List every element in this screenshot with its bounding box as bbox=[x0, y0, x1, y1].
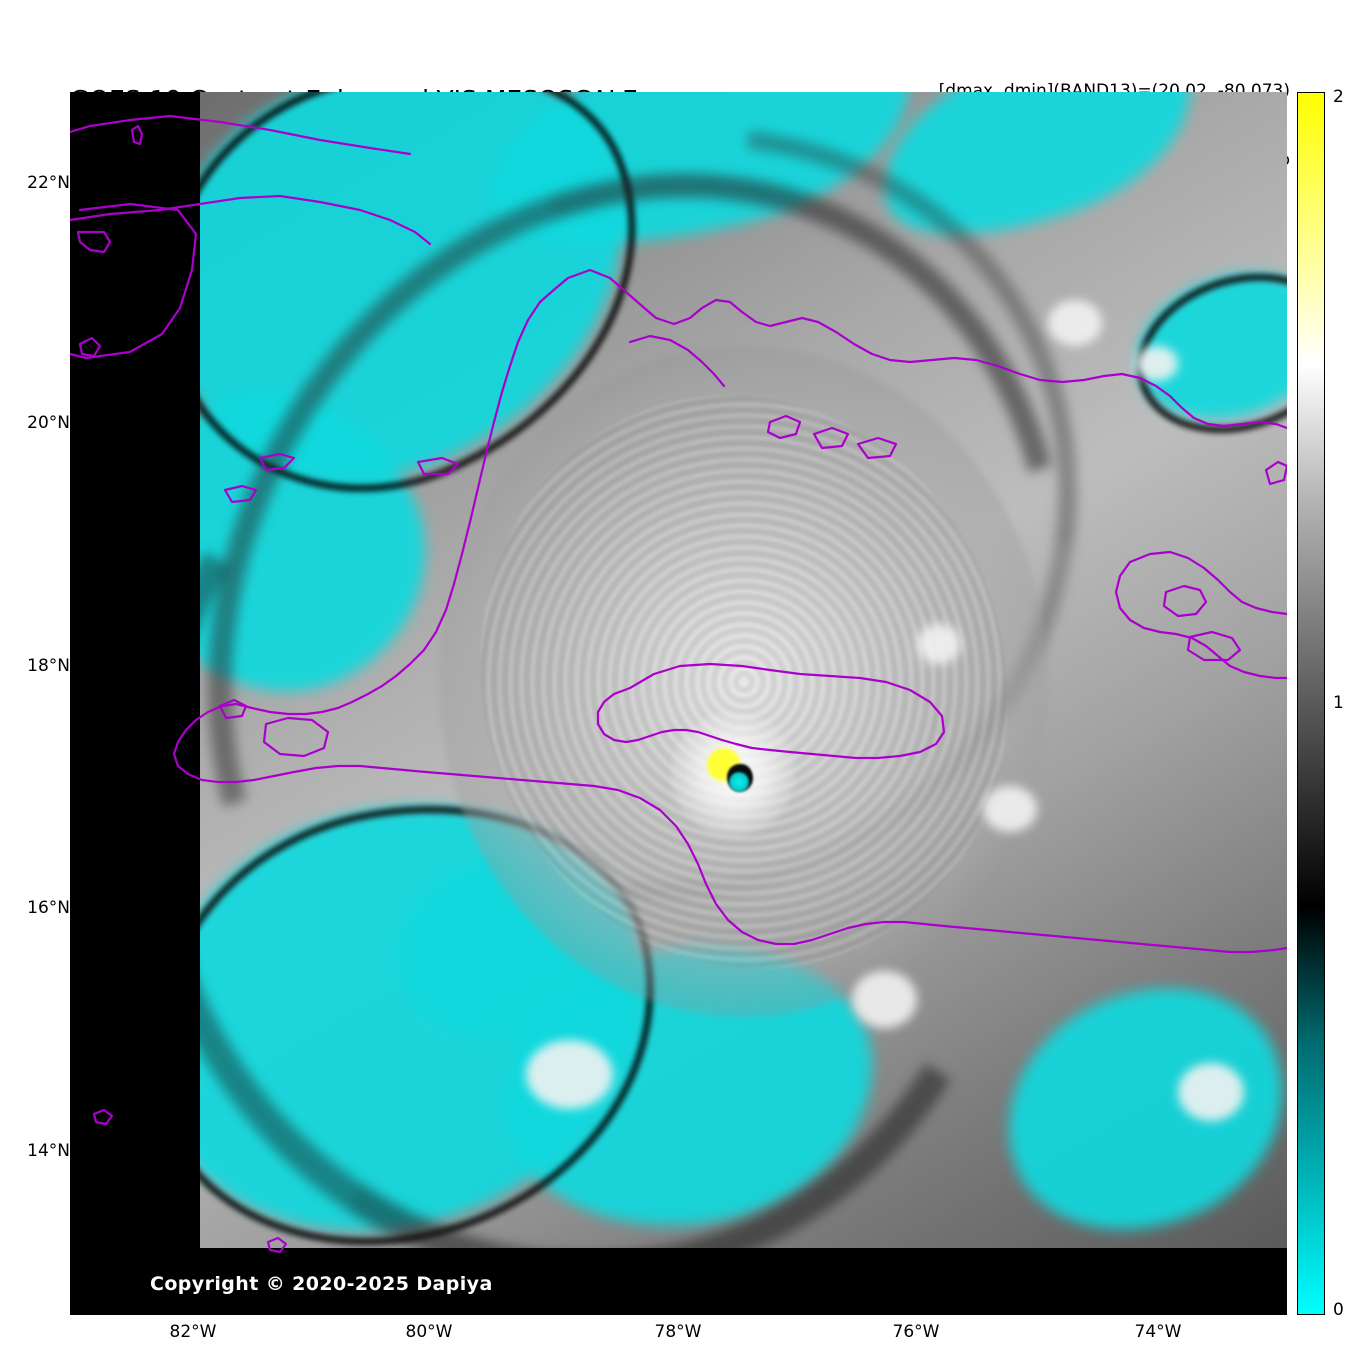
hurricane-eye bbox=[670, 712, 795, 837]
x-axis-tick-82w: 82°W bbox=[169, 1322, 217, 1342]
copyright-label: Copyright © 2020-2025 Dapiya bbox=[150, 1273, 493, 1295]
satellite-plot-area: Copyright © 2020-2025 Dapiya bbox=[70, 92, 1287, 1315]
y-axis-tick-22n: 22°N bbox=[27, 173, 70, 193]
colorbar bbox=[1297, 92, 1325, 1315]
convective-cell-s bbox=[852, 970, 918, 1029]
coastline-islet-c bbox=[78, 336, 102, 358]
x-axis-tick-74w: 74°W bbox=[1134, 1322, 1182, 1342]
coastline-yucatan-bank bbox=[70, 202, 198, 360]
colorbar-tick-2: 2 bbox=[1333, 87, 1344, 107]
colorbar-tick-1: 1 bbox=[1333, 693, 1344, 713]
convective-cell-se bbox=[982, 785, 1037, 832]
colorbar-tick-0: 0 bbox=[1333, 1300, 1344, 1320]
coastline-islet-a bbox=[76, 230, 112, 254]
convective-cell-sw bbox=[526, 1039, 614, 1110]
coastline-islet-b bbox=[130, 124, 144, 146]
y-axis-tick-14n: 14°N bbox=[27, 1141, 70, 1161]
convective-cell-se-2 bbox=[1178, 1063, 1244, 1121]
convective-cell-ne-2 bbox=[1134, 346, 1179, 381]
y-axis-tick-16n: 16°N bbox=[27, 898, 70, 918]
eye-cold-spot-cyan bbox=[728, 772, 749, 793]
y-axis-tick-18n: 18°N bbox=[27, 656, 70, 676]
x-axis-tick-76w: 76°W bbox=[892, 1322, 940, 1342]
y-axis-tick-20n: 20°N bbox=[27, 413, 70, 433]
convective-cell-e bbox=[917, 623, 961, 665]
x-axis-tick-78w: 78°W bbox=[654, 1322, 702, 1342]
x-axis-tick-80w: 80°W bbox=[405, 1322, 453, 1342]
satellite-swath-raster bbox=[200, 92, 1287, 1248]
coastline-islet-southwest bbox=[92, 1108, 114, 1126]
